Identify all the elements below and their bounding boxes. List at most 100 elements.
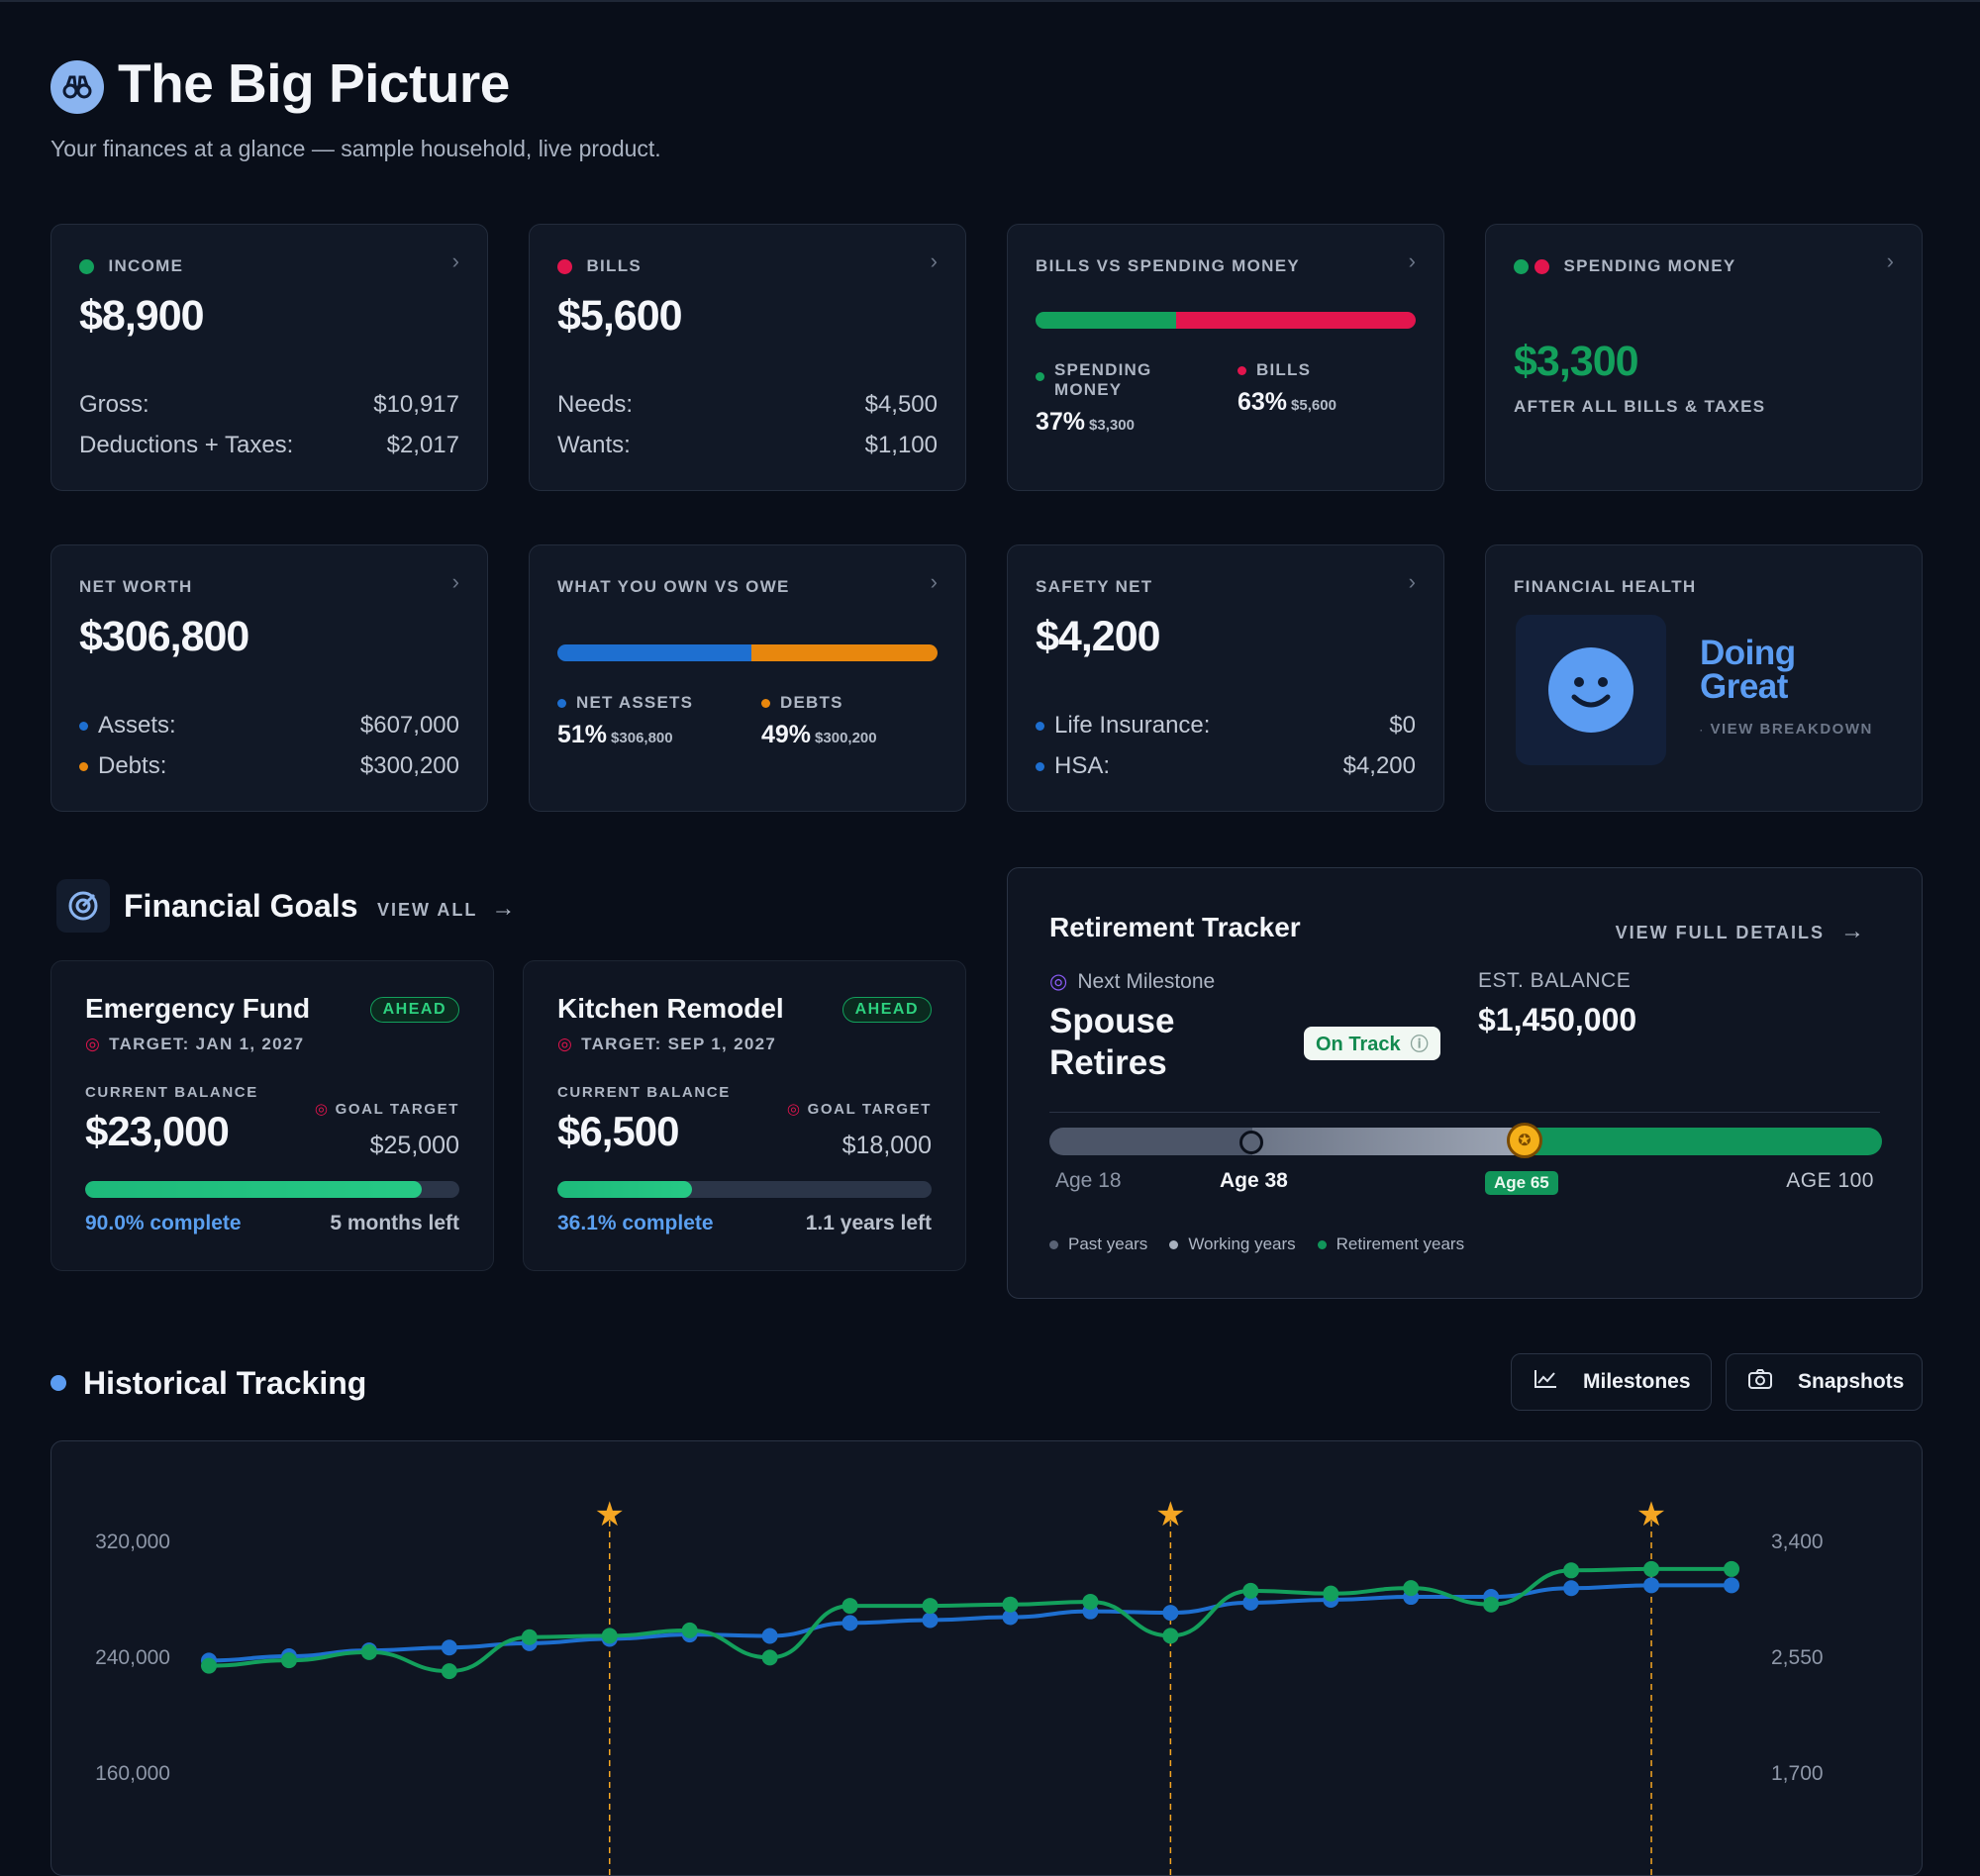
smiley-face-icon (1516, 615, 1666, 765)
goal-time-left: 1.1 years left (805, 1212, 932, 1234)
green-series-point (521, 1629, 538, 1645)
green-series-line (208, 1566, 1732, 1674)
milestones-button[interactable]: Milestones (1511, 1353, 1712, 1411)
hsa-row: HSA: $4,200 (1036, 752, 1416, 780)
chevron-right-icon[interactable]: › (1886, 248, 1894, 273)
est-balance-value: $1,450,000 (1478, 1002, 1637, 1037)
own-vs-owe-card[interactable]: WHAT YOU OWN VS OWE › NET ASSETS 51% $306… (529, 544, 966, 812)
green-series-point (1002, 1596, 1019, 1613)
chevron-right-icon[interactable]: › (930, 248, 938, 273)
chevron-right-icon[interactable]: › (1408, 248, 1416, 273)
row-value: $1,100 (864, 432, 938, 458)
retirement-years-segment (1526, 1128, 1882, 1155)
snapshots-button[interactable]: Snapshots (1726, 1353, 1923, 1411)
assets-segment (557, 644, 751, 661)
row-value: $4,500 (864, 391, 938, 418)
financial-health-card[interactable]: FINANCIAL HEALTH Doing Great · VIEW BREAKD… (1485, 544, 1923, 812)
left-axis-tick: 240,000 (95, 1646, 170, 1669)
goal-progress-fill (557, 1181, 693, 1198)
legend-working-years: Working years (1169, 1234, 1296, 1254)
net-worth-label: NET WORTH (79, 577, 193, 596)
green-series-point (280, 1652, 297, 1669)
age-current-label: Age 38 (1220, 1169, 1288, 1192)
bills-label: BILLS (586, 256, 643, 275)
view-full-details-link[interactable]: VIEW FULL DETAILS → (1615, 918, 1866, 944)
history-chart: 320,000 240,000 160,000 3,400 2,550 1,700 ★ ★ ★ (95, 1495, 1824, 1875)
retirement-legend: Past years Working years Retirement year… (1049, 1234, 1464, 1254)
goal-progress-bar (557, 1181, 932, 1198)
chevron-right-icon[interactable]: › (930, 569, 938, 594)
income-gross-row: Gross: $10,917 (79, 391, 459, 419)
page-subtitle: Your finances at a glance — sample house… (50, 136, 661, 161)
divider (1049, 1112, 1880, 1113)
chevron-right-icon[interactable]: › (451, 248, 459, 273)
own-vs-owe-label: WHAT YOU OWN VS OWE (557, 577, 790, 596)
age-start-label: Age 18 (1055, 1169, 1122, 1192)
chevron-right-icon[interactable]: › (451, 569, 459, 594)
target-icon (56, 879, 110, 933)
goal-card-kitchen-remodel[interactable]: Kitchen Remodel AHEAD ◎ TARGET: SEP 1, 20… (523, 960, 966, 1271)
blue-series-point (441, 1639, 457, 1656)
green-series-point (681, 1622, 698, 1638)
bills-needs-row: Needs: $4,500 (557, 391, 938, 419)
arrow-right-icon: → (491, 895, 518, 922)
legend-retirement-years: Retirement years (1317, 1234, 1464, 1254)
top-border (0, 0, 1980, 2)
green-series-point (842, 1598, 858, 1615)
blue-series-line (208, 1583, 1732, 1663)
green-series-point (201, 1657, 217, 1674)
target-icon: ◎ (786, 1101, 802, 1118)
net-worth-value: $306,800 (79, 613, 249, 660)
income-card[interactable]: INCOME › $8,900 Gross: $10,917 Deductions… (50, 224, 488, 491)
own-vs-owe-bar (557, 644, 938, 661)
chevron-right-icon[interactable]: › (1408, 569, 1416, 594)
history-title: Historical Tracking (83, 1365, 367, 1401)
bills-value: $5,600 (557, 292, 683, 340)
row-label: Needs: (557, 391, 634, 418)
page-title: The Big Picture (118, 52, 510, 114)
target-icon: ◎ (1049, 970, 1068, 993)
bills-vs-spending-card[interactable]: BILLS VS SPENDING MONEY › SPENDING MONEY … (1007, 224, 1444, 491)
goal-target-label: ◎ GOAL TARGET (786, 1101, 932, 1118)
safety-net-card[interactable]: SAFETY NET › $4,200 Life Insurance: $0 HS… (1007, 544, 1444, 812)
right-axis-tick: 1,700 (1771, 1762, 1824, 1785)
spending-money-label: SPENDING MONEY (1563, 256, 1736, 275)
spending-money-card[interactable]: SPENDING MONEY › $3,300 AFTER ALL BILLS … (1485, 224, 1923, 491)
ahead-badge: AHEAD (369, 997, 459, 1023)
current-balance-value: $23,000 (85, 1108, 230, 1154)
goals-title: Financial Goals (124, 888, 358, 924)
green-series-point (761, 1649, 778, 1666)
debts-segment (750, 644, 938, 661)
view-breakdown-link[interactable]: · VIEW BREAKDOWN (1700, 721, 1873, 738)
bills-legend: BILLS 63% $5,600 (1238, 360, 1336, 416)
next-milestone-label: ◎ Next Milestone (1049, 970, 1216, 993)
right-axis-tick: 3,400 (1771, 1530, 1824, 1553)
current-balance-label: CURRENT BALANCE (557, 1084, 731, 1101)
bills-card[interactable]: BILLS › $5,600 Needs: $4,500 Wants: $1,100 (529, 224, 966, 491)
age-end-label: AGE 100 (1786, 1169, 1874, 1192)
green-series-point (1403, 1580, 1420, 1597)
goal-card-emergency-fund[interactable]: Emergency Fund AHEAD ◎ TARGET: JAN 1, 202… (50, 960, 494, 1271)
blue-series-point (842, 1615, 858, 1631)
on-track-badge: On Track ⓘ (1304, 1027, 1440, 1060)
spending-legend: SPENDING MONEY 37% $3,300 (1036, 360, 1152, 436)
green-series-point (601, 1628, 618, 1644)
green-series-point (441, 1663, 457, 1680)
binoculars-icon (50, 60, 104, 114)
income-value: $8,900 (79, 292, 205, 340)
net-assets-legend: NET ASSETS 51% $306,800 (557, 693, 694, 748)
health-status: Doing Great (1700, 634, 1796, 706)
blue-series-point (1724, 1577, 1739, 1594)
green-series-point (360, 1643, 377, 1660)
bills-vs-spending-bar (1036, 312, 1416, 329)
view-all-link[interactable]: VIEW ALL → (377, 895, 518, 922)
goal-complete-text: 90.0% complete (85, 1212, 242, 1234)
green-series-point (1563, 1562, 1580, 1579)
net-worth-card[interactable]: NET WORTH › $306,800 Assets: $607,000 Deb… (50, 544, 488, 812)
milestone-star-icon: ★ (1155, 1495, 1185, 1534)
award-icon: ✪ (1507, 1123, 1542, 1158)
safety-net-label: SAFETY NET (1036, 577, 1153, 596)
goal-target-label: ◎ GOAL TARGET (314, 1101, 459, 1118)
info-icon[interactable]: ⓘ (1410, 1035, 1429, 1054)
current-age-marker (1239, 1131, 1263, 1154)
